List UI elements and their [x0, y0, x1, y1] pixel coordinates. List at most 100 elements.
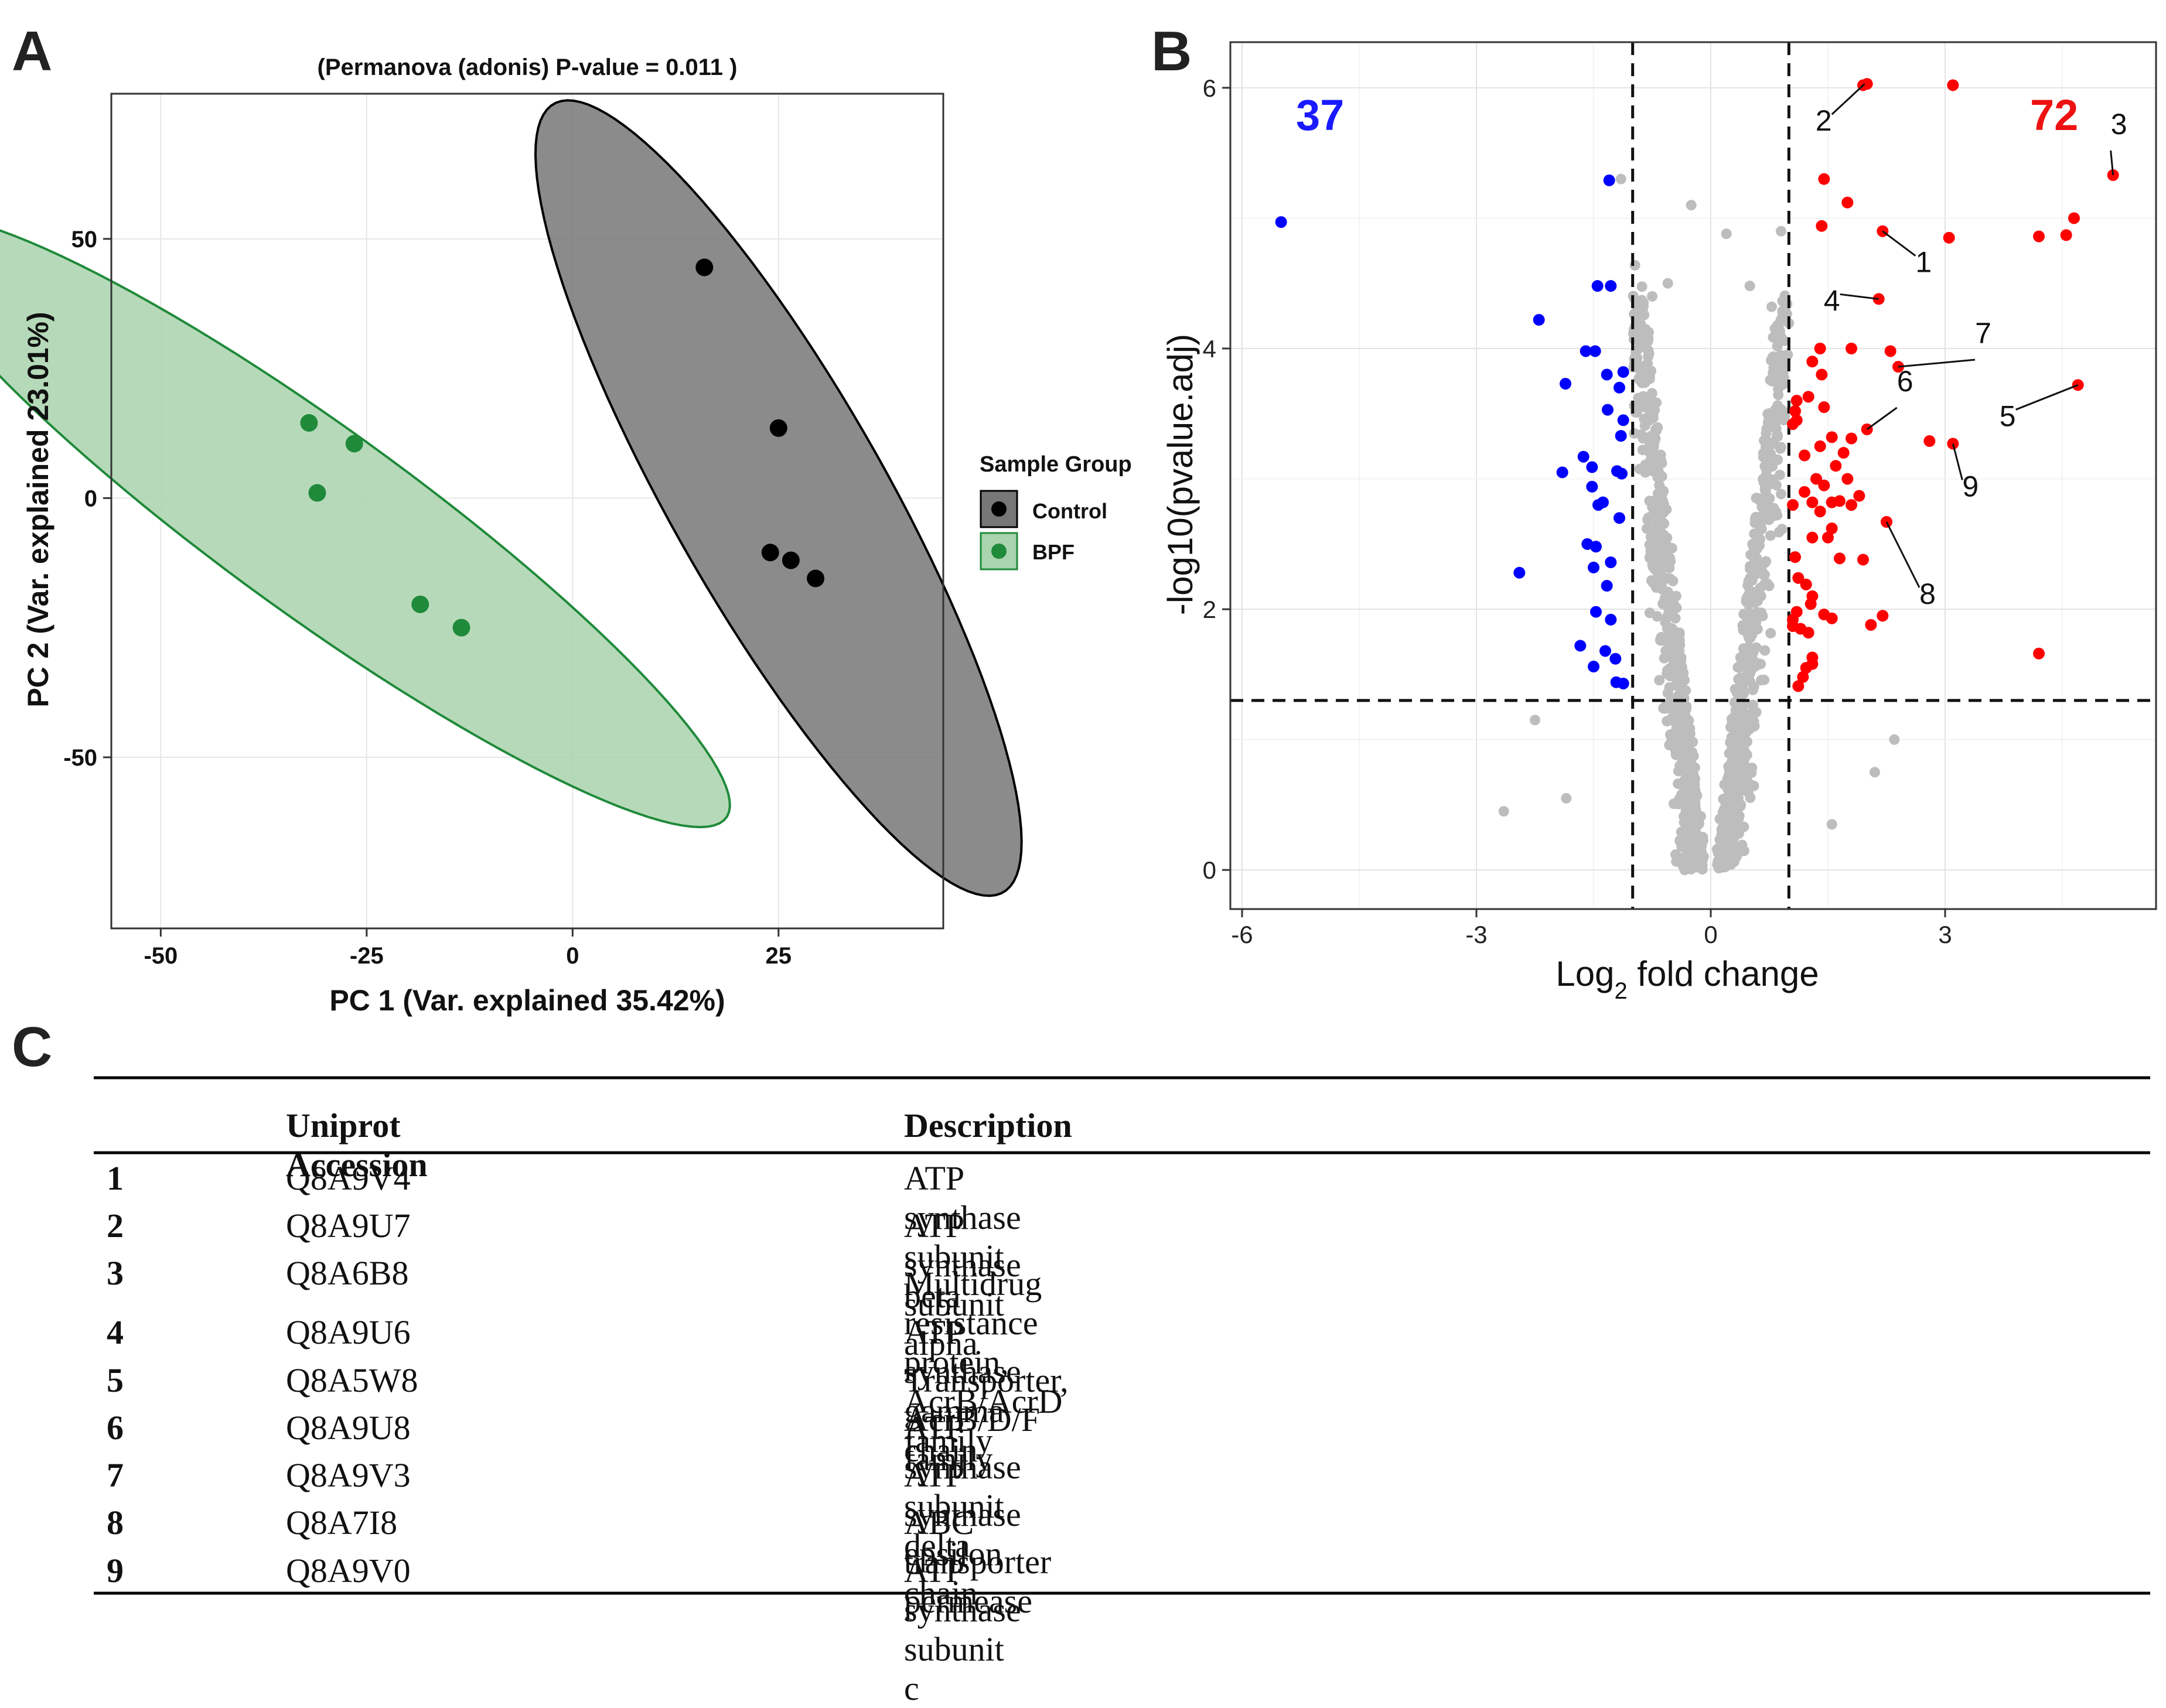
volcano-point-down — [1617, 677, 1629, 689]
volcano-point-ns — [1745, 633, 1756, 644]
volcano-point-ns — [1722, 776, 1734, 787]
volcano-point-ns — [1759, 557, 1771, 568]
volcano-point-down — [1533, 314, 1545, 326]
volcano-point-ns — [1741, 623, 1752, 634]
volcano-point-ns — [1728, 850, 1739, 861]
volcano-point-ns — [1782, 349, 1793, 360]
volcano-point-ns — [1656, 579, 1667, 590]
pca-point-control — [769, 419, 787, 437]
volcano-point-ns — [1762, 480, 1773, 491]
volcano-point-ns — [1681, 853, 1692, 865]
volcano-point-ns — [1738, 688, 1749, 699]
volcano-point-ns — [1738, 821, 1749, 832]
volcano-point-ns — [1723, 809, 1734, 820]
volcano-point-down — [1580, 345, 1592, 357]
volcano-point-ns — [1642, 523, 1652, 534]
volcano-point-ns — [1674, 679, 1685, 690]
volcano-point-up — [1799, 449, 1810, 462]
volcano-point-ns — [1727, 742, 1738, 753]
table-cell-accession: Q8A9U7 — [286, 1207, 411, 1245]
table-cell-number: 9 — [107, 1552, 124, 1590]
volcano-point-down — [1605, 556, 1617, 568]
volcano-point-ns — [1748, 541, 1759, 552]
volcano-point-down — [1513, 566, 1526, 579]
volcano-point-up — [1805, 598, 1817, 610]
table-cell-accession: Q8A9U8 — [286, 1409, 411, 1447]
volcano-point-up — [1802, 391, 1814, 403]
volcano-point-ns — [1653, 453, 1664, 464]
annotation-label: 7 — [1975, 317, 1991, 350]
volcano-point-ns — [1766, 301, 1777, 312]
volcano-point-down — [1617, 414, 1629, 426]
volcano-point-up — [1814, 343, 1826, 355]
volcano-point-ns — [1776, 489, 1786, 500]
volcano-point-ns — [1687, 818, 1698, 829]
volcano-point-ns — [1725, 722, 1736, 733]
volcano-point-up — [1792, 572, 1805, 584]
volcano-point-ns — [1738, 744, 1749, 756]
volcano-point-ns — [1498, 806, 1509, 817]
volcano-point-ns — [1733, 810, 1744, 821]
table-cell-accession: Q8A7I8 — [286, 1504, 398, 1542]
pca-x-tick-label: 25 — [766, 943, 792, 969]
volcano-point-down — [1609, 653, 1622, 665]
legend-marker-bpf — [991, 544, 1007, 559]
volcano-point-ns — [1670, 715, 1681, 726]
volcano-point-ns — [1765, 530, 1776, 541]
volcano-point-down — [1577, 450, 1589, 463]
volcano-point-up — [1816, 220, 1828, 232]
volcano-point-up — [2033, 647, 2045, 660]
volcano-point-up — [1846, 499, 1857, 511]
panel-label-a: A — [12, 20, 52, 83]
volcano-point-up — [1861, 78, 1873, 90]
pca-y-tick-label: -50 — [63, 745, 97, 771]
volcano-point-ns — [1645, 435, 1656, 446]
volcano-point-ns — [1764, 580, 1775, 592]
table-cell-description: ATP synthase subunit alpha — [904, 1207, 1021, 1362]
volcano-point-ns — [1687, 846, 1698, 856]
volcano-point-ns — [1776, 404, 1787, 415]
volcano-point-ns — [1889, 734, 1900, 745]
volcano-point-up — [1818, 479, 1830, 491]
volcano-point-ns — [1662, 278, 1673, 289]
volcano-annotations: 2 3 1 4 7 6 5 9 8 — [1816, 83, 2127, 610]
volcano-point-down — [1586, 480, 1598, 493]
volcano-up-count: 72 — [2030, 91, 2078, 139]
volcano-point-ns — [1752, 493, 1764, 504]
volcano-point-up — [1943, 231, 1955, 244]
volcano-point-ns — [1773, 527, 1785, 538]
annotation-label: 2 — [1816, 104, 1832, 137]
volcano-point-ns — [1738, 658, 1749, 669]
volcano-point-ns — [1748, 681, 1759, 692]
volcano-x-axis-label: Log2 fold change — [1556, 954, 1819, 1004]
volcano-point-ns — [1644, 371, 1655, 381]
volcano-point-ns — [1741, 727, 1752, 738]
volcano-point-ns — [1759, 569, 1770, 580]
volcano-point-ns — [1773, 320, 1784, 332]
volcano-point-up — [1826, 522, 1838, 535]
volcano-point-up — [1865, 619, 1877, 631]
volcano-point-up — [1818, 401, 1830, 414]
volcano-point-ns — [1647, 291, 1657, 302]
volcano-point-ns — [1663, 544, 1673, 555]
volcano-point-ns — [1632, 307, 1643, 318]
volcano-point-ns — [1636, 281, 1647, 292]
volcano-point-ns — [1726, 757, 1737, 768]
volcano-y-tick-label: 0 — [1203, 856, 1216, 884]
annotation-label: 1 — [1915, 246, 1932, 279]
volcano-x-tick-label: 0 — [1704, 921, 1717, 948]
volcano-point-ns — [1749, 555, 1761, 566]
volcano-point-down — [1614, 381, 1625, 394]
volcano-point-up — [1877, 610, 1889, 622]
volcano-point-up — [1853, 490, 1865, 502]
volcano-point-up — [2060, 229, 2072, 241]
table-cell-accession: Q8A9V0 — [286, 1552, 411, 1590]
volcano-point-down — [1616, 467, 1628, 480]
annotation-label: 9 — [1962, 470, 1979, 503]
volcano-point-ns — [1689, 779, 1700, 790]
volcano-point-ns — [1765, 628, 1776, 639]
volcano-point-ns — [1652, 611, 1663, 622]
pca-point-bpf — [452, 619, 470, 637]
volcano-point-down — [1590, 541, 1602, 553]
